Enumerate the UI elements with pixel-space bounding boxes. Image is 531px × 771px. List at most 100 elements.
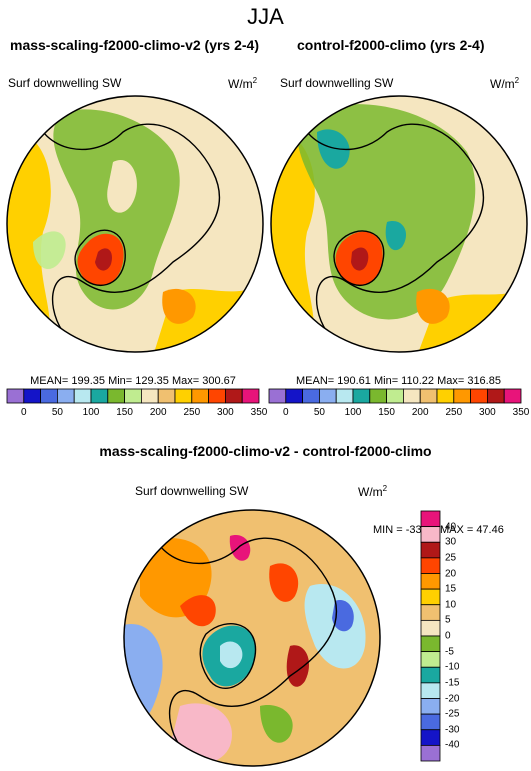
left-colorbar-swatch xyxy=(107,388,126,404)
right-colorbar-swatch xyxy=(302,388,320,404)
left-map-pale-patch xyxy=(107,160,137,213)
left-colorbar-swatch xyxy=(191,388,210,404)
right-colorbar-swatch xyxy=(436,388,455,404)
right-colorbar-swatch xyxy=(402,388,421,404)
left-colorbar-swatch xyxy=(224,388,243,404)
left-map-border xyxy=(6,95,264,353)
diff-panel-variable: Surf downwelling SW xyxy=(135,484,249,498)
left-colorbar-swatch xyxy=(73,388,92,404)
diff-colorbar-swatch xyxy=(420,604,441,621)
diff-map-border xyxy=(123,509,381,767)
diff-colorbar-swatch xyxy=(420,526,441,543)
left-colorbar-tick-label: 150 xyxy=(116,407,133,418)
diff-map-green-patch xyxy=(260,705,293,743)
diff-panel-title: mass-scaling-f2000-climo-v2 - control-f2… xyxy=(99,443,432,459)
left-colorbar-tick-label: 50 xyxy=(51,407,63,418)
right-map-teal-patch-1 xyxy=(317,129,350,169)
right-map-teal-patch-2 xyxy=(385,221,407,251)
diff-colorbar xyxy=(420,510,441,762)
diff-map-darkred-patch xyxy=(286,645,310,687)
right-colorbar-tick-label: 300 xyxy=(479,407,496,418)
right-colorbar-swatch xyxy=(453,388,472,404)
diff-colorbar-tick-label: 25 xyxy=(445,552,457,564)
left-map-coastline xyxy=(32,111,221,333)
left-map-greenland-coast xyxy=(74,229,126,286)
left-polar-map xyxy=(6,95,264,353)
right-colorbar-swatch xyxy=(335,388,354,404)
right-map-orange-patch xyxy=(416,288,450,324)
diff-map-greenland-coast xyxy=(199,623,257,689)
left-colorbar-swatch xyxy=(174,388,193,404)
left-colorbar-swatch xyxy=(40,388,58,404)
diff-map-coastline xyxy=(149,525,338,747)
left-colorbar-swatch xyxy=(23,388,41,404)
diff-colorbar-labels: 40 30 25 20 15 10 5 0 -5 -10 -15 -20 -25 -30 -40 xyxy=(445,511,485,761)
diff-colorbar-tick-label: 30 xyxy=(445,536,457,548)
right-colorbar xyxy=(268,388,522,404)
left-colorbar-swatch xyxy=(157,388,176,404)
left-colorbar-tick-label: 300 xyxy=(217,407,234,418)
left-colorbar-labels: 0 50 100 150 200 250 300 350 xyxy=(7,407,267,421)
diff-colorbar-tick-label: 20 xyxy=(445,568,457,579)
right-map-border xyxy=(270,95,528,353)
right-map-coastline xyxy=(296,111,485,333)
left-colorbar-tick-label: 0 xyxy=(21,407,27,418)
diff-colorbar-swatch xyxy=(420,619,441,637)
diff-colorbar-swatch xyxy=(420,651,441,668)
diff-colorbar-tick-label: -10 xyxy=(445,661,460,673)
right-colorbar-swatch xyxy=(268,388,287,404)
diff-colorbar-swatch xyxy=(420,635,441,653)
left-colorbar-swatch xyxy=(6,388,25,404)
diff-colorbar-swatch xyxy=(420,682,441,699)
left-colorbar-swatch xyxy=(57,388,75,404)
right-colorbar-swatch xyxy=(386,388,404,404)
diff-colorbar-swatch xyxy=(420,573,441,590)
right-colorbar-tick-label: 200 xyxy=(411,407,429,418)
diff-colorbar-swatch xyxy=(420,744,441,762)
left-panel-units: W/m2 xyxy=(228,76,258,91)
right-panel-units: W/m2 xyxy=(490,76,520,91)
right-colorbar-tick-label: 100 xyxy=(344,407,362,418)
right-colorbar-tick-label: 250 xyxy=(445,407,463,418)
left-colorbar-tick-label: 350 xyxy=(250,407,268,418)
right-colorbar-swatch xyxy=(369,388,388,404)
diff-colorbar-swatch xyxy=(420,588,441,606)
right-colorbar-swatch xyxy=(352,388,371,404)
right-colorbar-tick-label: 50 xyxy=(313,407,325,418)
diff-map-red-patch-1 xyxy=(180,595,216,627)
left-panel-stats: MEAN= 199.35 Min= 129.35 Max= 300.67 xyxy=(30,375,236,387)
diff-colorbar-swatch xyxy=(420,557,441,574)
left-colorbar-swatch xyxy=(140,388,159,404)
diff-colorbar-tick-label: -20 xyxy=(445,693,460,704)
diff-map-red-patch-2 xyxy=(269,563,299,602)
right-colorbar-tick-label: 150 xyxy=(378,407,395,418)
diff-colorbar-tick-label: 15 xyxy=(445,583,457,595)
right-map-greenland-coast xyxy=(333,230,385,286)
left-colorbar-tick-label: 250 xyxy=(183,407,201,418)
left-colorbar-swatch xyxy=(208,388,226,404)
diff-map-magenta-patch xyxy=(229,535,251,561)
diff-colorbar-swatch xyxy=(420,541,441,559)
left-colorbar-swatch xyxy=(90,388,109,404)
left-map-greenland-peak xyxy=(95,248,112,271)
diff-polar-map xyxy=(123,509,381,767)
right-colorbar-swatch xyxy=(470,388,488,404)
right-map-greenland-peak xyxy=(351,247,369,271)
diff-colorbar-tick-label: 10 xyxy=(445,599,457,611)
diff-colorbar-tick-label: -40 xyxy=(445,739,460,751)
diff-map-blue-patch-east xyxy=(332,600,354,632)
diff-colorbar-swatch xyxy=(420,666,441,684)
right-colorbar-labels: 0 50 100 150 200 250 300 350 xyxy=(269,407,529,421)
right-panel-title: control-f2000-climo (yrs 2-4) xyxy=(297,37,485,53)
left-colorbar xyxy=(6,388,260,404)
right-colorbar-tick-label: 350 xyxy=(512,407,530,418)
left-panel-variable: Surf downwelling SW xyxy=(8,76,122,90)
diff-colorbar-tick-label: 5 xyxy=(445,614,451,626)
diff-panel-units: W/m2 xyxy=(358,484,388,499)
right-colorbar-swatch xyxy=(319,388,337,404)
right-panel-stats: MEAN= 190.61 Min= 110.22 Max= 316.85 xyxy=(296,375,501,387)
left-colorbar-tick-label: 200 xyxy=(149,407,167,418)
right-colorbar-swatch xyxy=(503,388,522,404)
right-colorbar-swatch xyxy=(486,388,505,404)
right-colorbar-swatch xyxy=(285,388,303,404)
